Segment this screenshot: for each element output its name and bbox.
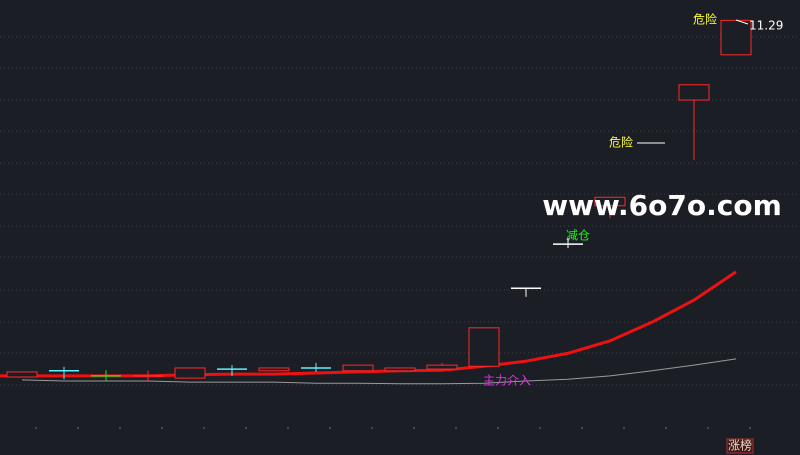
axis-dot	[203, 427, 205, 429]
annotation: 主力介入	[483, 374, 531, 388]
max-label: 11.29	[749, 19, 783, 33]
grid	[0, 36, 800, 386]
candle-body	[342, 364, 374, 372]
badge: 涨榜	[728, 438, 752, 453]
pointer	[735, 19, 749, 25]
annotation: 危险	[609, 135, 633, 150]
annotation: 危险	[693, 12, 717, 27]
candle-body	[6, 371, 38, 378]
candle-body	[258, 367, 290, 372]
candle-body	[468, 327, 500, 367]
axis-dot	[413, 427, 415, 429]
axis-dot	[665, 427, 667, 429]
badge-box	[726, 438, 754, 454]
candle-body	[594, 196, 626, 207]
axis-dot	[539, 427, 541, 429]
axis-dot	[371, 427, 373, 429]
moving-average	[21, 358, 737, 385]
axis-dot	[749, 427, 751, 429]
candle-body	[174, 367, 206, 379]
watermark: www.6o7o.com	[542, 189, 782, 222]
moving-average	[0, 270, 737, 378]
axis-dot	[623, 427, 625, 429]
candle-body	[720, 19, 752, 56]
axis-dot	[455, 427, 457, 429]
axis-dot	[497, 427, 499, 429]
axis-dot	[35, 427, 37, 429]
axis-dot	[707, 427, 709, 429]
axis-dot	[287, 427, 289, 429]
annotation: 减仓	[566, 229, 590, 243]
axis-dot	[77, 427, 79, 429]
axis-dot	[161, 427, 163, 429]
candle-body	[678, 84, 710, 101]
axis-dot	[581, 427, 583, 429]
axis-dot	[329, 427, 331, 429]
candle-body	[426, 364, 458, 370]
axis-dot	[119, 427, 121, 429]
axis-dot	[245, 427, 247, 429]
candle-body	[384, 367, 416, 372]
